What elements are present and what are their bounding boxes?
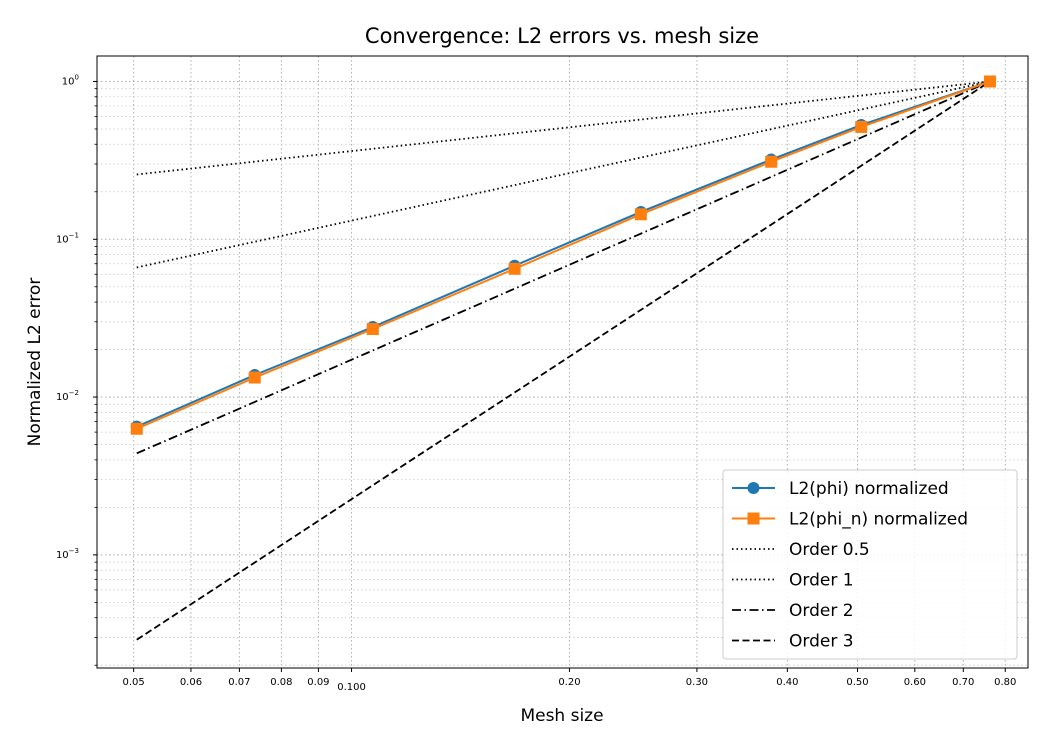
x-tick-label: 0.70 — [952, 677, 974, 688]
series-6 — [136, 80, 991, 641]
legend-item: Order 3 — [732, 632, 854, 652]
data-point — [366, 323, 379, 336]
series-line — [136, 80, 991, 428]
data-point — [765, 155, 778, 168]
x-tick-label: 0.20 — [558, 677, 580, 688]
data-point — [855, 120, 868, 133]
legend-item: Order 1 — [732, 571, 854, 591]
legend-item: L2(phi_n) normalized — [732, 510, 968, 530]
legend: L2(phi) normalized L2(phi_n) normalized Or… — [722, 469, 1018, 660]
x-tick-label: 0.80 — [994, 677, 1016, 688]
chart-title: Convergence: L2 errors vs. mesh size — [365, 24, 759, 48]
series-5 — [136, 80, 991, 455]
x-tick-label: 0.30 — [686, 677, 708, 688]
y-tick-label: 10−3 — [56, 547, 79, 561]
legend-label: Order 1 — [789, 571, 854, 591]
legend-box — [722, 469, 1018, 660]
plot-frame — [96, 55, 1029, 669]
legend-label: L2(phi_n) normalized — [789, 510, 968, 530]
x-tick-label: 0.50 — [846, 677, 868, 688]
legend-item: L2(phi) normalized — [732, 479, 949, 499]
x-tick-label: 0.60 — [904, 677, 926, 688]
data-point — [634, 208, 647, 221]
plot-series — [130, 75, 996, 641]
legend-marker — [747, 482, 760, 494]
x-axis-label: Mesh size — [520, 706, 603, 726]
data-point — [983, 75, 996, 88]
grid — [97, 56, 1028, 668]
x-tick-label: 0.09 — [307, 677, 329, 688]
series-line — [136, 80, 991, 641]
legend-label: Order 3 — [789, 632, 854, 652]
series-2 — [130, 75, 996, 435]
x-tick-label: 0.07 — [228, 677, 250, 688]
legend-marker — [747, 512, 760, 525]
series-line — [136, 80, 991, 430]
y-tick-label: 10−1 — [56, 231, 79, 245]
data-point — [130, 422, 143, 435]
legend-item: Order 0.5 — [732, 540, 870, 560]
x-tick-label: 0.05 — [123, 677, 145, 688]
x-tick-label: 0.08 — [270, 677, 292, 688]
x-tick-label: 0.06 — [180, 677, 202, 688]
series-4 — [136, 80, 991, 269]
y-axis-label: Normalized L2 error — [25, 278, 45, 447]
series-line — [136, 80, 991, 269]
x-tick-label: 0.100 — [337, 682, 366, 693]
legend-label: Order 0.5 — [789, 540, 870, 560]
data-point — [248, 371, 261, 384]
x-tick-label: 0.40 — [776, 677, 798, 688]
y-tick-label: 100 — [62, 73, 79, 87]
axis-ticks: 0.05 0.06 0.07 0.08 0.09 0.100 0.20 0.30 0.40 0.5… — [56, 73, 1016, 693]
legend-item: Order 2 — [732, 601, 854, 621]
legend-label: Order 2 — [789, 601, 854, 621]
data-point — [508, 262, 521, 275]
series-line — [136, 80, 991, 455]
y-tick-label: 10−2 — [56, 389, 79, 403]
legend-label: L2(phi) normalized — [789, 479, 949, 499]
